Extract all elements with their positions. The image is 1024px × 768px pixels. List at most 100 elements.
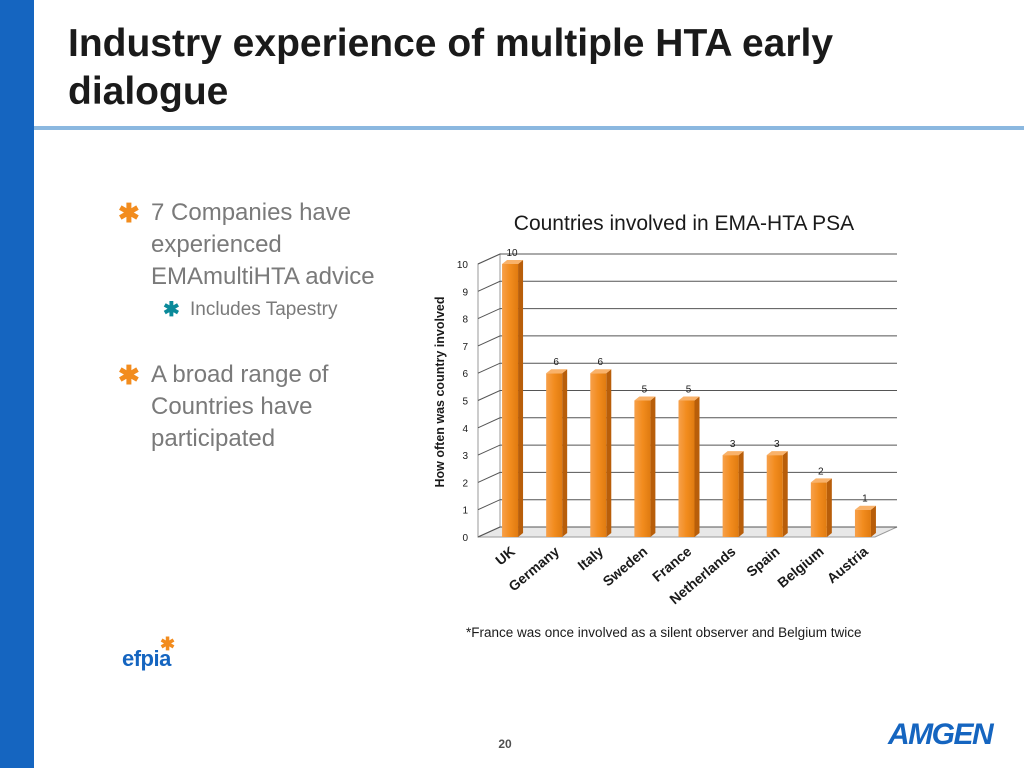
data-labels: 10 6 6 5 5 3 3 2 1 (506, 248, 868, 505)
sub-bullet-item: ✱ Includes Tapestry (118, 295, 418, 325)
y-tick-labels: 0 1 2 3 4 5 6 7 8 9 10 (457, 260, 469, 544)
bullet-list: ✱ 7 Companies have experienced EMAmultiH… (118, 197, 418, 455)
bar-side (738, 451, 744, 537)
bar-front (722, 455, 739, 537)
slide-title: Industry experience of multiple HTA earl… (68, 22, 834, 113)
sub-bullet-text: Includes Tapestry (190, 299, 338, 320)
left-accent-bar (0, 0, 34, 768)
y-tick-label: 6 (462, 369, 468, 380)
asterisk-bullet-icon: ✱ (118, 360, 140, 390)
bar-top (678, 396, 700, 401)
y-tick-label: 10 (457, 260, 469, 271)
bar (810, 478, 832, 537)
x-tick-label: Austria (824, 543, 871, 586)
gridline (477, 444, 897, 456)
bullet-text: A broad range of Countries have particip… (151, 361, 329, 452)
data-label: 6 (553, 357, 559, 368)
data-label: 2 (818, 466, 824, 477)
gridline (477, 280, 897, 292)
efpia-star-icon: ✱ (160, 634, 176, 654)
x-tick-label: Sweden (600, 543, 651, 589)
y-tick-label: 7 (462, 342, 468, 353)
bar-side (870, 505, 876, 537)
y-tick-label: 4 (462, 424, 468, 435)
bar-top (634, 396, 656, 401)
gridline (477, 253, 897, 265)
y-tick-label: 2 (462, 478, 468, 489)
bar-top (546, 369, 568, 374)
bar-front (634, 400, 651, 537)
bar (546, 369, 568, 537)
y-tick-label: 0 (462, 533, 468, 544)
bar-front (678, 400, 695, 537)
bar-side (694, 396, 700, 537)
chart-title: Countries involved in EMA-HTA PSA (514, 212, 854, 235)
gridline (477, 335, 897, 347)
bar (854, 505, 876, 537)
bar-side (650, 396, 656, 537)
gridline (477, 499, 897, 511)
amgen-logo: AMGEN (888, 718, 994, 751)
bar-front (854, 509, 871, 537)
gridline (477, 526, 897, 538)
bullet-item: ✱ A broad range of Countries have partic… (118, 359, 418, 455)
bar-side (606, 369, 612, 537)
x-tick-label: Belgium (774, 543, 827, 591)
data-label: 6 (597, 357, 603, 368)
bar (502, 260, 524, 537)
data-label: 10 (506, 248, 518, 259)
data-label: 3 (774, 439, 780, 450)
bar-front (766, 455, 783, 537)
x-tick-label: Italy (574, 543, 606, 573)
bars (502, 260, 876, 537)
y-axis-label: How often was country involved (433, 297, 447, 488)
page-number: 20 (498, 737, 512, 751)
bullet-text: 7 Companies have experienced EMAmultiHTA… (151, 199, 375, 290)
efpia-logo: efpia ✱ (122, 634, 192, 676)
efpia-logo-text: efpia (122, 646, 171, 671)
bar-top (502, 260, 524, 264)
bar-top (722, 451, 744, 456)
y-tick-label: 3 (462, 451, 468, 462)
bar-front (810, 482, 827, 537)
gridline (477, 471, 897, 483)
bar-side (518, 260, 524, 537)
bar (722, 451, 744, 537)
bar (766, 451, 788, 537)
y-tick-label: 8 (462, 315, 468, 326)
bar-front (590, 373, 607, 537)
bar-chart: Countries involved in EMA-HTA PSA How of… (433, 212, 898, 607)
title-divider (34, 126, 1024, 130)
data-label: 5 (642, 385, 648, 396)
bar (634, 396, 656, 537)
bar (678, 396, 700, 537)
bar-front (502, 264, 519, 537)
gridlines (477, 253, 898, 538)
gridline (477, 417, 897, 429)
x-tick-label: Spain (743, 543, 782, 580)
gridline (477, 390, 897, 401)
bar-side (782, 451, 788, 537)
data-label: 1 (862, 494, 868, 505)
bar-top (854, 505, 876, 510)
asterisk-bullet-icon: ✱ (118, 198, 140, 228)
bar-top (590, 369, 612, 374)
y-tick-label: 9 (462, 287, 468, 298)
bar-side (562, 369, 568, 537)
bar-side (826, 478, 832, 537)
y-tick-label: 5 (462, 397, 468, 408)
bar (590, 369, 612, 537)
bar-front (546, 373, 563, 537)
x-tick-label: UK (492, 543, 518, 568)
chart-footnote: *France was once involved as a silent ob… (466, 625, 862, 640)
y-tick-label: 1 (462, 506, 468, 517)
data-label: 3 (730, 439, 736, 450)
data-label: 5 (686, 385, 692, 396)
gridline (477, 362, 897, 374)
gridline (477, 308, 897, 320)
asterisk-sub-bullet-icon: ✱ (163, 299, 180, 321)
bullet-item: ✱ 7 Companies have experienced EMAmultiH… (118, 197, 418, 293)
bar-top (810, 478, 832, 483)
bar-top (766, 451, 788, 456)
